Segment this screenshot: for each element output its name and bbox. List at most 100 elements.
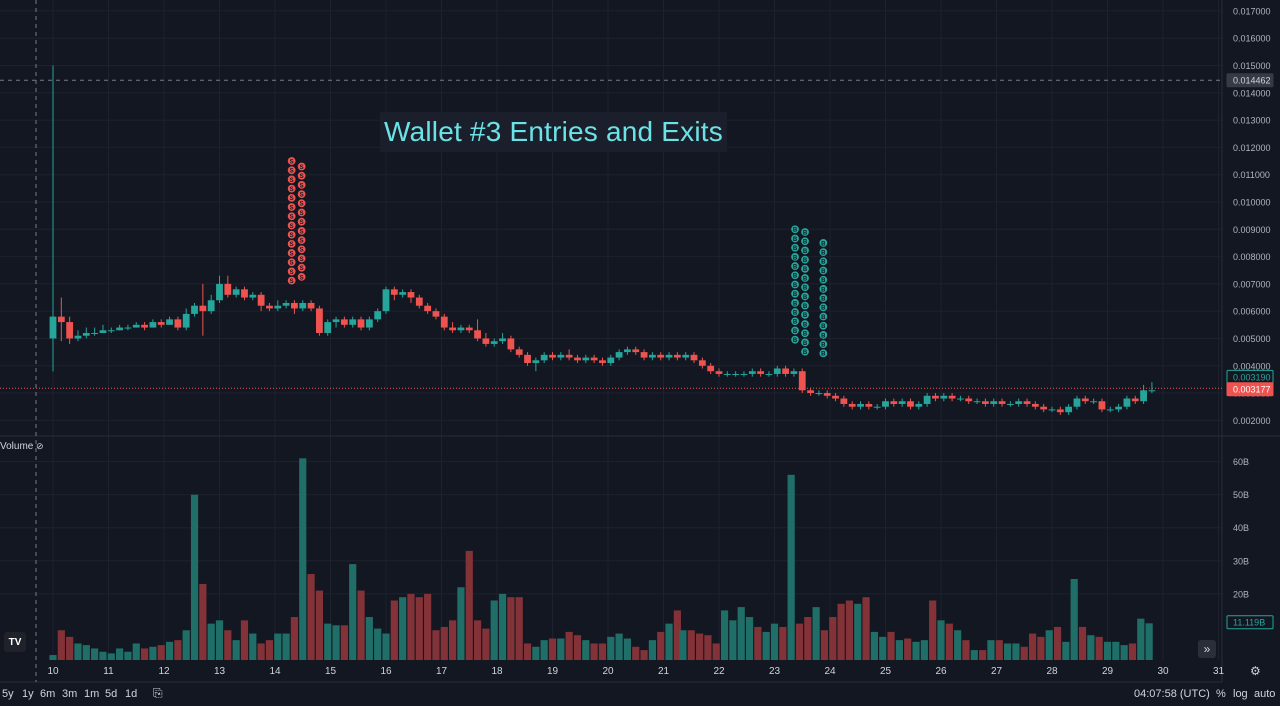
- calendar-range-icon[interactable]: ⎘: [153, 686, 163, 700]
- candle-body: [532, 360, 540, 364]
- candle-body: [882, 401, 889, 407]
- candle-body: [1023, 401, 1031, 404]
- volume-bars: [49, 458, 1153, 660]
- volume-bar: [745, 617, 754, 660]
- gear-icon[interactable]: ⚙: [1250, 664, 1261, 678]
- volume-bar: [920, 640, 928, 660]
- percent-toggle[interactable]: %: [1216, 688, 1226, 700]
- auto-toggle[interactable]: auto: [1254, 688, 1276, 700]
- price-tick-label: 0.012000: [1233, 143, 1271, 153]
- candle-body: [66, 322, 74, 339]
- sell-marker: [287, 156, 297, 166]
- buy-marker: [818, 339, 828, 349]
- timeframe-5y[interactable]: 5y: [2, 688, 14, 700]
- volume-bar: [249, 633, 257, 660]
- timeframe-1m[interactable]: 1m: [84, 688, 100, 700]
- candle-body: [857, 403, 864, 407]
- volume-axis[interactable]: 60B 50B 40B 30B 20B: [1233, 457, 1249, 599]
- candle-body: [182, 313, 190, 328]
- volume-tick-label: 60B: [1233, 457, 1249, 467]
- buy-marker: [818, 247, 828, 257]
- candle-body: [865, 403, 873, 407]
- volume-bar: [265, 640, 274, 660]
- volume-bar: [374, 628, 382, 660]
- volume-tick-label: 40B: [1233, 523, 1249, 533]
- timeframe-1y[interactable]: 1y: [22, 688, 34, 700]
- buy-marker: [790, 289, 800, 299]
- candle-body: [549, 354, 556, 358]
- buy-marker: [790, 335, 800, 345]
- volume-bar: [107, 653, 115, 660]
- candle-body: [424, 305, 432, 312]
- sell-marker: [287, 276, 297, 286]
- buy-marker: [790, 270, 800, 280]
- time-tick-label: 20: [602, 666, 614, 677]
- buy-marker-label: B: [821, 287, 826, 293]
- volume-indicator-label[interactable]: Volume: [0, 441, 34, 452]
- volume-bar: [1062, 641, 1070, 660]
- timeframe-1d[interactable]: 1d: [125, 688, 138, 700]
- volume-bar: [157, 645, 165, 660]
- timeframe-3m[interactable]: 3m: [62, 688, 78, 700]
- buy-marker-label: B: [793, 292, 798, 298]
- buy-marker-label: B: [793, 274, 798, 280]
- sell-marker: [287, 202, 297, 212]
- buy-marker: [790, 224, 800, 234]
- buy-marker-label: B: [803, 276, 808, 282]
- buy-marker: [818, 348, 828, 358]
- volume-bar: [1028, 633, 1037, 660]
- timeframe-5d[interactable]: 5d: [105, 688, 118, 700]
- candle-body: [390, 289, 398, 295]
- candle-body: [316, 308, 323, 334]
- candle-body: [465, 327, 473, 331]
- volume-bar: [1087, 635, 1095, 660]
- buy-marker-label: B: [793, 237, 798, 243]
- candle-body: [890, 401, 898, 404]
- buy-marker: [800, 301, 810, 311]
- utc-clock[interactable]: 04:07:58 (UTC): [1134, 688, 1210, 700]
- candle-body: [673, 354, 681, 358]
- buy-marker: [800, 310, 810, 320]
- sell-marker-label: S: [300, 229, 304, 235]
- candle-body: [224, 283, 232, 295]
- volume-bar: [482, 628, 490, 660]
- axis-badges: 0.014462 0.003190 0.003177 11.119B: [1226, 73, 1274, 630]
- buy-marker: [800, 273, 810, 283]
- sell-marker: [287, 184, 297, 194]
- candle-body: [773, 368, 781, 374]
- buy-marker-label: B: [793, 255, 798, 261]
- volume-bar: [623, 638, 632, 660]
- volume-bar: [895, 640, 903, 660]
- volume-bar: [424, 593, 432, 660]
- buy-marker: [790, 307, 800, 317]
- candle-body: [757, 371, 765, 374]
- volume-bar: [954, 630, 962, 660]
- volume-bar: [640, 650, 648, 660]
- volume-bar: [862, 597, 870, 660]
- candle-body: [707, 365, 715, 372]
- bottom-toolbar: 5y 1y 6m 3m 1m 5d 1d 04:07:58 (UTC) % lo…: [0, 683, 1280, 706]
- candle-body: [957, 398, 964, 400]
- candle-body: [782, 368, 789, 374]
- candle-body: [91, 333, 99, 335]
- candlesticks: [49, 65, 1156, 415]
- buy-marker: [818, 312, 828, 322]
- volume-bar: [449, 620, 457, 660]
- eye-off-icon[interactable]: ⊘: [36, 441, 44, 451]
- sell-marker-label: S: [300, 220, 304, 226]
- buy-marker: [800, 255, 810, 265]
- price-axis[interactable]: 0.017000 0.016000 0.015000 0.014000 0.013000…: [1233, 6, 1271, 425]
- candle-body: [790, 371, 798, 374]
- candle-body: [965, 398, 973, 402]
- double-chevron-right-icon[interactable]: »: [1198, 640, 1216, 658]
- sell-marker-label: S: [290, 178, 294, 184]
- log-toggle[interactable]: log: [1233, 688, 1248, 700]
- buy-marker-label: B: [821, 260, 826, 266]
- timeframe-6m[interactable]: 6m: [40, 688, 56, 700]
- time-axis[interactable]: 10 11 12 13 14 15 16 17 18 19 20 21 22 23 24 25 26 27 28 29…: [47, 666, 1224, 677]
- volume-bar: [762, 631, 770, 660]
- buy-marker-label: B: [803, 249, 808, 255]
- buy-marker-label: B: [803, 230, 808, 236]
- sell-marker: [287, 193, 297, 203]
